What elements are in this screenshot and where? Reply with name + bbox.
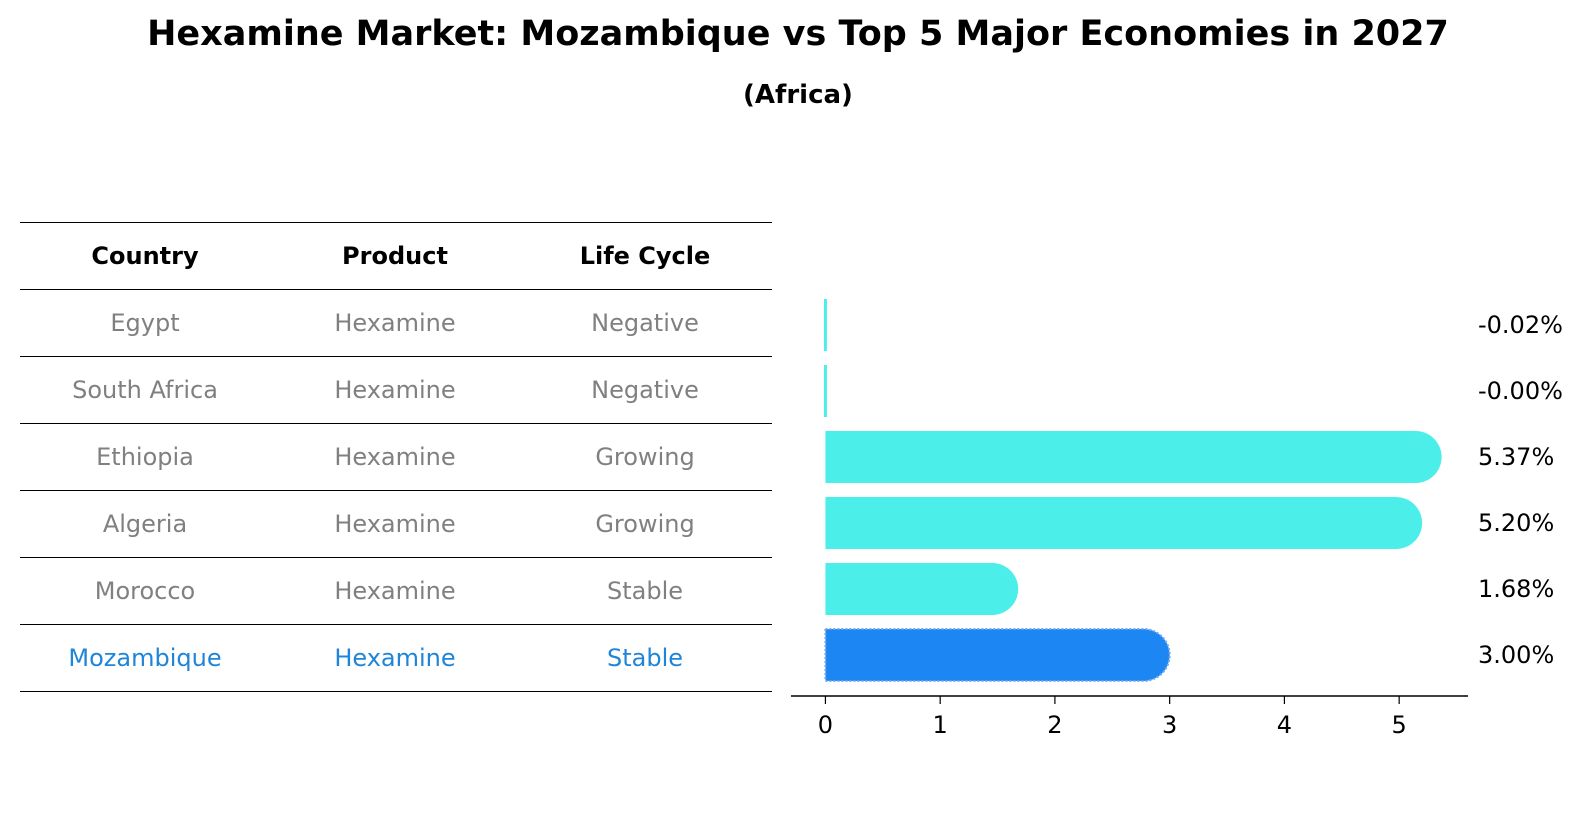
table-row-highlighted: Mozambique Hexamine Stable [20, 624, 772, 692]
bar [823, 299, 827, 351]
cell-country: Algeria [102, 510, 188, 538]
table-row: Egypt Hexamine Negative [20, 289, 772, 356]
x-tick-label: 1 [933, 711, 948, 739]
data-label: 1.68% [1478, 575, 1554, 603]
cell-product: Hexamine [334, 376, 456, 404]
cell-country: Egypt [110, 309, 180, 337]
cell-country: Morocco [94, 577, 196, 605]
header-country: Country [91, 242, 199, 270]
cell-life-cycle: Stable [606, 577, 684, 605]
x-tick-label: 5 [1392, 711, 1407, 739]
data-label: -0.00% [1478, 377, 1563, 405]
cell-life-cycle: Negative [591, 309, 699, 337]
table-row: Morocco Hexamine Stable [20, 557, 772, 624]
chart-subtitle: (Africa) [743, 80, 853, 110]
cell-product: Hexamine [334, 577, 456, 605]
data-label: 5.20% [1478, 509, 1554, 537]
table-row: Ethiopia Hexamine Growing [20, 423, 772, 490]
bar [825, 497, 1423, 549]
table-row: Algeria Hexamine Growing [20, 490, 772, 557]
bar [825, 563, 1019, 615]
x-tick-label: 4 [1277, 711, 1292, 739]
cell-life-cycle: Negative [591, 376, 699, 404]
data-table: Country Product Life Cycle Egypt Hexamin… [20, 222, 772, 692]
header-product: Product [342, 242, 448, 270]
cell-country: Ethiopia [96, 443, 194, 471]
data-label: 5.37% [1478, 443, 1554, 471]
cell-product: Hexamine [334, 644, 456, 672]
cell-life-cycle: Stable [606, 644, 684, 672]
x-tick-label: 2 [1047, 711, 1062, 739]
bar [823, 365, 827, 417]
cell-country: South Africa [72, 376, 218, 404]
x-tick-label: 3 [1162, 711, 1177, 739]
cell-product: Hexamine [334, 510, 456, 538]
header-life-cycle: Life Cycle [579, 242, 711, 270]
chart-title: Hexamine Market: Mozambique vs Top 5 Maj… [147, 14, 1449, 54]
cell-life-cycle: Growing [595, 510, 695, 538]
cell-product: Hexamine [334, 309, 456, 337]
data-label: -0.02% [1478, 311, 1563, 339]
cell-life-cycle: Growing [595, 443, 695, 471]
cell-product: Hexamine [334, 443, 456, 471]
bar [825, 431, 1442, 483]
x-tick-label: 0 [818, 711, 833, 739]
bar [824, 628, 1171, 682]
cell-country: Mozambique [68, 644, 222, 672]
data-label: 3.00% [1478, 641, 1554, 669]
table-header-row: Country Product Life Cycle [20, 222, 772, 289]
table-row: South Africa Hexamine Negative [20, 356, 772, 423]
